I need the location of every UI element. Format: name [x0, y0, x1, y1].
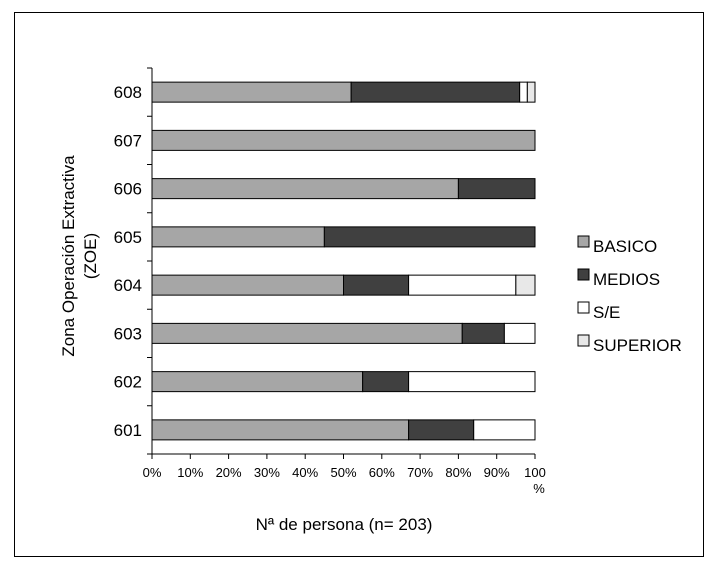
- legend-label-s-e: S/E: [593, 303, 620, 322]
- bar-segment-608-basico: [151, 81, 352, 103]
- bar-segment-608-medios: [350, 81, 521, 103]
- y-tick-label-605: 605: [114, 228, 142, 247]
- y-tick-label-606: 606: [114, 180, 142, 199]
- bar-segment-608-s-e: [519, 81, 528, 103]
- bar-segment-606-basico: [151, 178, 459, 200]
- legend-swatch-s-e: [577, 301, 590, 314]
- bar-segment-604-s-e: [408, 274, 517, 296]
- x-tick-label: 80%: [445, 465, 471, 480]
- bar-segment-601-s-e: [473, 419, 536, 441]
- x-tick-label: 30%: [254, 465, 280, 480]
- bars-layer: [151, 81, 536, 441]
- x-tick-label: 10%: [177, 465, 203, 480]
- legend-swatch-medios: [577, 268, 590, 281]
- bar-segment-601-medios: [408, 419, 475, 441]
- legend: BASICO MEDIOS S/E SUPERIOR: [577, 235, 682, 355]
- bar-segment-604-medios: [343, 274, 410, 296]
- bar-segment-604-superior: [515, 274, 536, 296]
- bar-segment-602-s-e: [408, 371, 536, 393]
- bar-segment-606-medios: [457, 178, 536, 200]
- y-tick-label-603: 603: [114, 324, 142, 343]
- x-tick-label: 60%: [369, 465, 395, 480]
- bar-segment-603-basico: [151, 322, 463, 344]
- x-axis-title: Nª de persona (n= 203): [256, 515, 433, 534]
- bar-segment-607-basico: [151, 129, 536, 151]
- bar-segment-601-basico: [151, 419, 410, 441]
- legend-label-superior: SUPERIOR: [593, 336, 682, 355]
- bar-segment-603-medios: [461, 322, 505, 344]
- bar-segment-602-medios: [362, 371, 410, 393]
- x-tick-label: 90%: [484, 465, 510, 480]
- bar-segment-605-basico: [151, 226, 325, 248]
- x-tick-label: 0%: [143, 465, 162, 480]
- bar-segment-604-basico: [151, 274, 344, 296]
- x-tick-label: 70%: [407, 465, 433, 480]
- bar-segment-605-medios: [323, 226, 536, 248]
- y-tick-label-607: 607: [114, 131, 142, 150]
- bar-segment-603-s-e: [503, 322, 536, 344]
- y-tick-label-608: 608: [114, 83, 142, 102]
- legend-swatch-superior: [577, 334, 590, 347]
- y-axis-title-line-1: Zona Operación Extractiva: [59, 155, 78, 357]
- legend-label-medios: MEDIOS: [593, 270, 660, 289]
- x-tick-label: 40%: [292, 465, 318, 480]
- bar-segment-602-basico: [151, 371, 364, 393]
- axes-layer: [147, 67, 536, 459]
- legend-label-basico: BASICO: [593, 237, 657, 256]
- x-tick-label: 100%: [524, 465, 546, 496]
- bar-segment-608-superior: [526, 81, 536, 103]
- y-tick-label-601: 601: [114, 421, 142, 440]
- x-tick-label: 20%: [216, 465, 242, 480]
- legend-swatch-basico: [577, 235, 590, 248]
- y-axis-title-line-2: (ZOE): [81, 233, 100, 279]
- y-tick-label-604: 604: [114, 276, 142, 295]
- y-tick-label-602: 602: [114, 373, 142, 392]
- x-tick-label: 50%: [330, 465, 356, 480]
- ticks-layer: 601 602 603 604 605 606 607 608 0% 10% 20% 30% 40% 50…: [114, 83, 546, 496]
